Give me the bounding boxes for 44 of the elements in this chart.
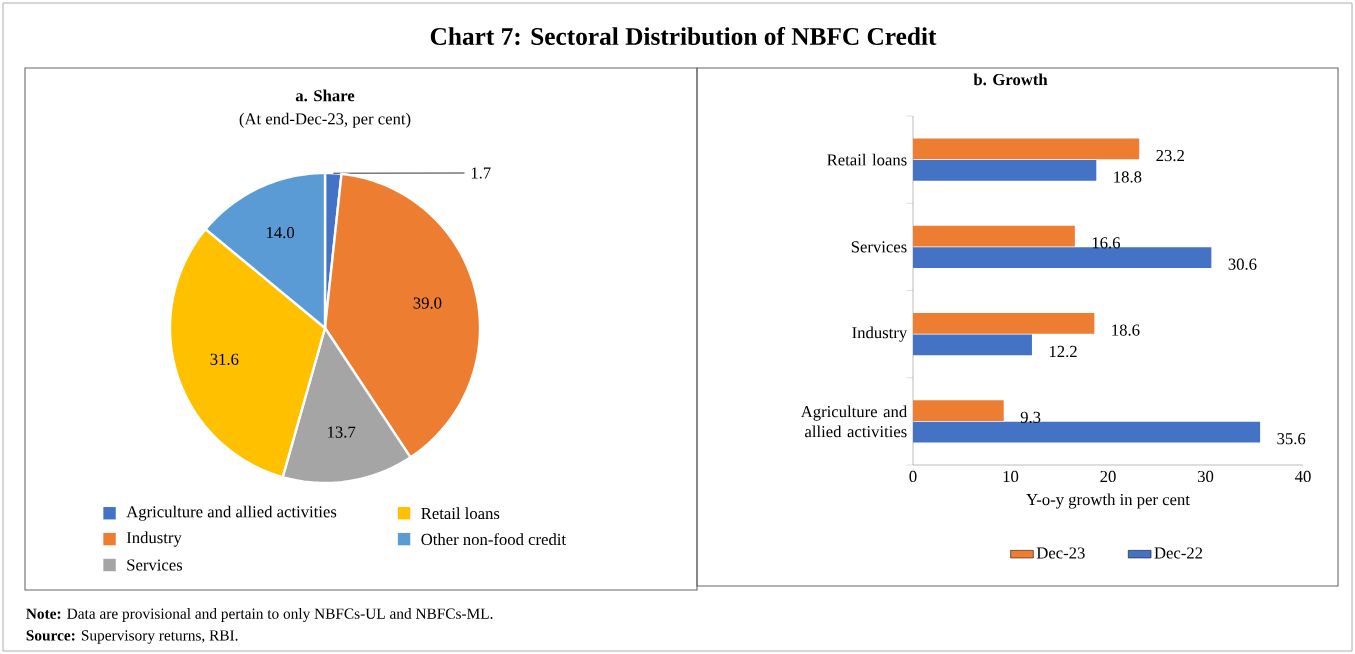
data-label: 18.6 [1112, 324, 1140, 336]
bar [913, 138, 1140, 160]
x-tick-label: 20 [1100, 470, 1116, 483]
data-label: 30.6 [1228, 258, 1257, 270]
y-tick-label: Services [851, 241, 907, 253]
legend-label: Industry [126, 531, 182, 547]
data-label: 14.0 [267, 226, 295, 239]
bar [913, 334, 1032, 356]
legend-label: Services [127, 559, 183, 571]
text: Source: Supervisory returns, RBI. [26, 630, 238, 644]
data-label: 1.7 [471, 167, 491, 179]
y-tick-label: Retail loans [827, 153, 907, 166]
legend-label: Dec-23 [1036, 547, 1085, 559]
data-label: 31.6 [210, 353, 239, 365]
y-tick-label: Industry [852, 326, 908, 342]
bar [913, 159, 1097, 181]
caption: Chart 7: Sectoral Distribution of NBFC Credit [430, 26, 937, 46]
legend-label: Dec-22 [1154, 547, 1203, 559]
x-tick-label: 30 [1197, 470, 1214, 483]
chart-title: a. Share [295, 89, 355, 102]
x-tick-label: 0 [909, 470, 917, 483]
legend-label: Retail loans [421, 507, 500, 520]
x-axis-title: Y-o-y growth in per cent [1026, 493, 1190, 509]
data-label: 39.0 [413, 297, 442, 309]
bar [913, 247, 1212, 268]
y-tick-label: Agriculture and allied activities [800, 405, 907, 438]
chart-title: b. Growth [973, 73, 1048, 86]
bar [913, 400, 1004, 422]
x-tick-label: 10 [1003, 470, 1019, 483]
bar [913, 421, 1261, 443]
legend-label: Agriculture and allied activities [126, 505, 337, 521]
data-label: 12.2 [1049, 345, 1077, 358]
bar [913, 225, 1075, 247]
data-label: 23.2 [1156, 149, 1184, 162]
text: Note: Data are provisional and pertain to only NBFCs-UL and NBFCs-ML. [26, 608, 493, 622]
data-label: 9.3 [1020, 411, 1041, 423]
x-tick-label: 40 [1295, 470, 1311, 483]
data-label: 18.8 [1114, 171, 1142, 183]
legend-label: Other non-food credit [421, 533, 566, 546]
chart-subtitle: (At end-Dec-23, per cent) [239, 112, 411, 128]
data-label: 13.7 [328, 426, 356, 438]
data-label: 16.6 [1092, 237, 1121, 249]
bar [913, 313, 1095, 334]
data-label: 35.6 [1277, 433, 1306, 445]
